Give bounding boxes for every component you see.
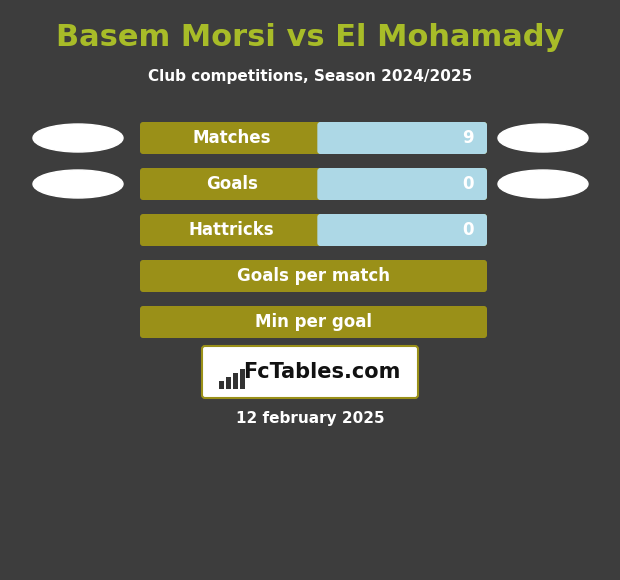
Text: 12 february 2025: 12 february 2025 (236, 411, 384, 426)
Bar (219, 381, 224, 389)
Text: Hattricks: Hattricks (189, 221, 275, 239)
Ellipse shape (33, 170, 123, 198)
Text: 9: 9 (462, 129, 474, 147)
FancyBboxPatch shape (140, 122, 487, 154)
Bar (233, 373, 238, 389)
FancyBboxPatch shape (317, 168, 487, 200)
Text: Club competitions, Season 2024/2025: Club competitions, Season 2024/2025 (148, 68, 472, 84)
Bar (321, 171, 329, 197)
Text: Goals: Goals (206, 175, 257, 193)
FancyBboxPatch shape (140, 168, 487, 200)
Text: 0: 0 (463, 175, 474, 193)
FancyBboxPatch shape (317, 214, 487, 246)
Text: 0: 0 (463, 221, 474, 239)
Text: Matches: Matches (192, 129, 271, 147)
Ellipse shape (498, 170, 588, 198)
Text: Goals per match: Goals per match (237, 267, 390, 285)
Bar (321, 217, 329, 243)
Bar (240, 369, 245, 389)
Text: FcTables.com: FcTables.com (243, 362, 401, 382)
Ellipse shape (33, 124, 123, 152)
Ellipse shape (498, 124, 588, 152)
Bar (226, 377, 231, 389)
Text: Basem Morsi vs El Mohamady: Basem Morsi vs El Mohamady (56, 24, 564, 53)
FancyBboxPatch shape (140, 306, 487, 338)
Bar (321, 125, 329, 151)
FancyBboxPatch shape (140, 260, 487, 292)
FancyBboxPatch shape (140, 214, 487, 246)
FancyBboxPatch shape (202, 346, 418, 398)
Text: Min per goal: Min per goal (255, 313, 372, 331)
FancyBboxPatch shape (317, 122, 487, 154)
